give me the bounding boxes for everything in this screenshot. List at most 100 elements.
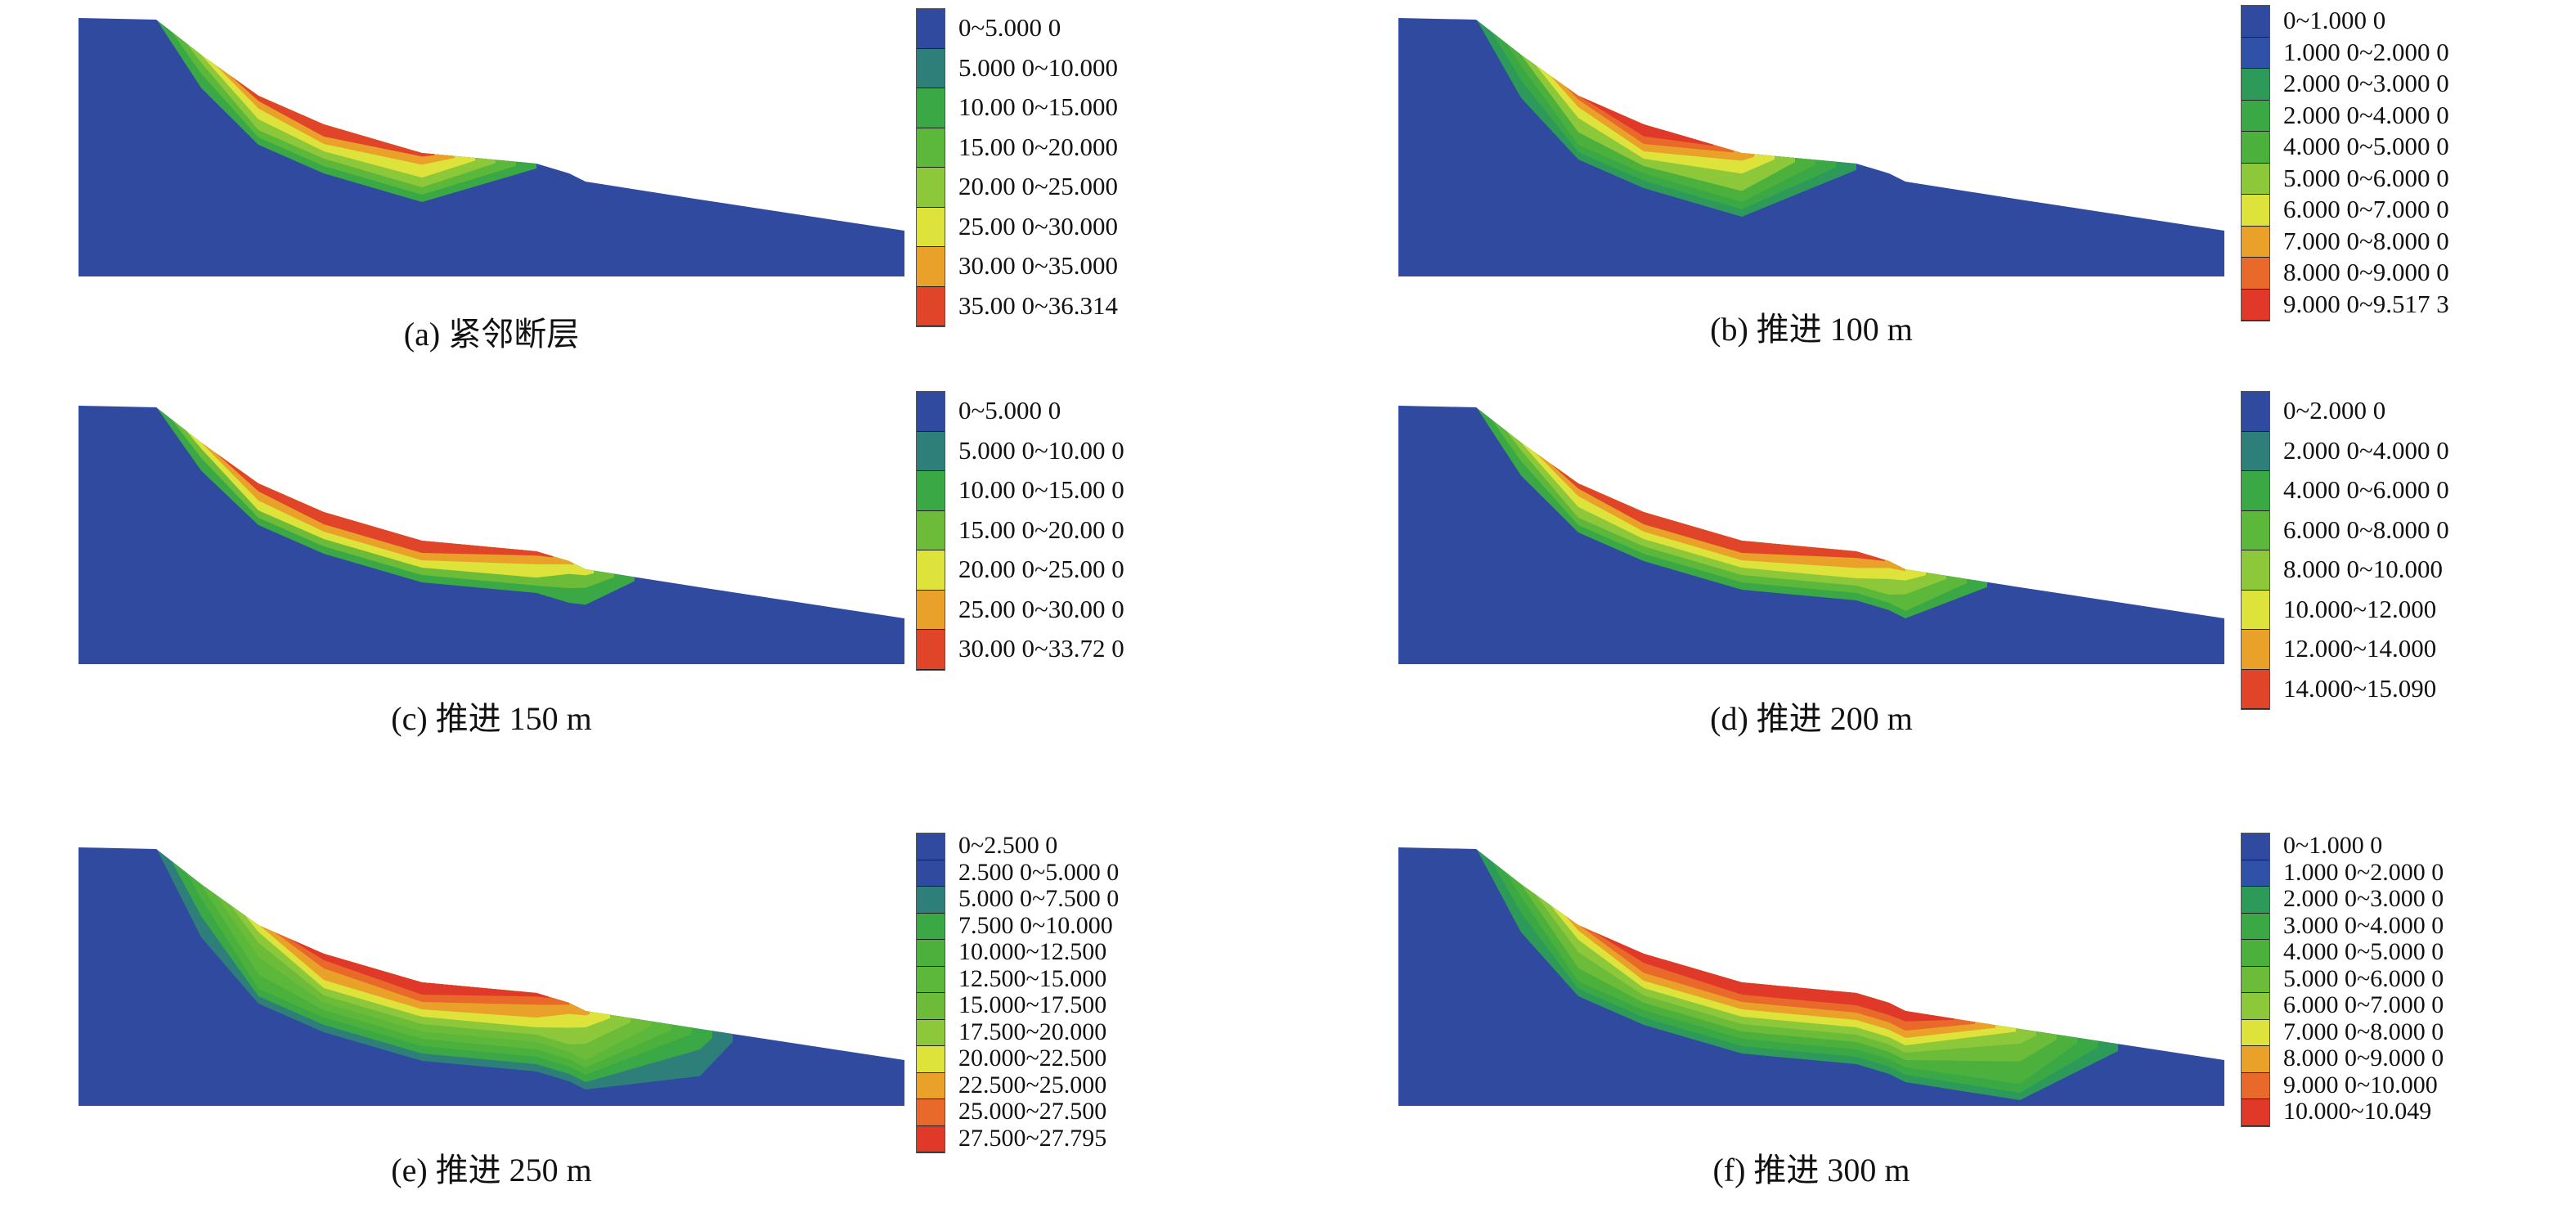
contour-band <box>1580 96 1713 146</box>
color-swatch <box>2242 392 2269 432</box>
legend-label: 17.500~20.000 <box>958 1018 1107 1045</box>
color-swatch <box>2242 289 2269 321</box>
color-swatch <box>2242 887 2269 914</box>
slope-body <box>1398 18 2224 276</box>
legend-label: 25.00 0~30.000 <box>958 211 1119 240</box>
slope-contour-plot <box>79 18 904 276</box>
color-swatch <box>2242 258 2269 290</box>
legend: 0~5.000 0 5.000 0~10.00 0 10.00 0~15.00 0 1… <box>916 391 1124 671</box>
legend-label: 10.000~12.500 <box>958 938 1107 965</box>
color-swatch <box>2242 1099 2269 1126</box>
color-swatch <box>917 510 945 550</box>
color-swatch <box>2242 860 2269 887</box>
panel-caption: (a) 紧邻断层 <box>403 316 580 353</box>
color-swatch <box>2242 6 2269 38</box>
color-swatch <box>2242 163 2269 195</box>
legend-label: 8.000 0~9.000 0 <box>2283 258 2449 286</box>
legend-label: 25.000~27.500 <box>958 1098 1107 1125</box>
color-swatch <box>2242 195 2269 227</box>
color-swatch <box>2242 132 2269 164</box>
color-swatch <box>917 630 945 670</box>
color-swatch <box>2242 226 2269 258</box>
legend-label: 0~1.000 0 <box>2283 6 2386 34</box>
color-swatch <box>2242 913 2269 940</box>
color-swatch <box>917 1125 945 1152</box>
legend-label: 2.000 0~4.000 0 <box>2283 435 2449 465</box>
legend-label: 9.000 0~9.517 3 <box>2283 289 2449 318</box>
color-swatch <box>917 833 945 860</box>
panel-caption: (f) 推进 300 m <box>1712 1152 1910 1188</box>
color-swatch <box>917 940 945 967</box>
color-bar <box>2241 391 2270 710</box>
legend-label: 10.00 0~15.000 <box>958 92 1119 121</box>
color-swatch <box>917 431 945 471</box>
legend-label: 10.000~12.000 <box>2283 594 2437 623</box>
legend-label: 5.000 0~10.00 0 <box>958 435 1124 465</box>
slope-contour-plot <box>1398 847 2224 1106</box>
slope-contour-plot <box>79 847 904 1106</box>
color-swatch <box>917 48 945 88</box>
legend-label: 12.500~15.000 <box>958 964 1107 992</box>
slope-contour-plot <box>79 406 904 664</box>
slope-body <box>1398 406 2224 664</box>
legend-label: 35.00 0~36.314 <box>958 290 1119 320</box>
legend-label: 20.000~22.500 <box>958 1045 1107 1071</box>
color-swatch <box>917 590 945 630</box>
color-swatch <box>2242 833 2269 860</box>
color-swatch <box>917 860 945 887</box>
color-swatch <box>2242 471 2269 511</box>
slope-body <box>79 406 904 664</box>
legend-label: 9.000 0~10.000 <box>2283 1071 2438 1098</box>
color-swatch <box>917 1072 945 1099</box>
color-swatch <box>2242 590 2269 630</box>
color-swatch <box>917 1019 945 1046</box>
color-swatch <box>2242 1072 2269 1099</box>
legend-label: 5.000 0~10.000 <box>958 52 1119 82</box>
legend-label: 30.00 0~35.000 <box>958 251 1119 280</box>
legend-label: 7.000 0~8.000 0 <box>2283 226 2449 255</box>
color-swatch <box>2242 431 2269 471</box>
color-bar <box>916 833 945 1153</box>
legend-label: 7.500 0~10.000 <box>958 911 1113 939</box>
color-swatch <box>917 1046 945 1073</box>
contour-band <box>289 938 549 998</box>
color-swatch <box>917 128 945 168</box>
legend-label: 6.000 0~8.000 0 <box>2283 514 2449 544</box>
color-swatch <box>917 550 945 591</box>
legend-label: 1.000 0~2.000 0 <box>2283 858 2444 886</box>
color-swatch <box>2242 630 2269 670</box>
color-bar <box>2241 833 2270 1127</box>
legend-label: 5.000 0~7.500 0 <box>958 885 1120 912</box>
color-swatch <box>917 966 945 993</box>
legend-label: 2.000 0~3.000 0 <box>2283 69 2449 97</box>
color-swatch <box>917 913 945 940</box>
contour-band <box>1536 452 1905 572</box>
legend-label: 6.000 0~7.000 0 <box>2283 195 2449 223</box>
legend-label: 15.00 0~20.00 0 <box>958 514 1124 544</box>
legend-label: 5.000 0~6.000 0 <box>2283 163 2449 192</box>
legend-label: 15.00 0~20.000 <box>958 132 1119 161</box>
legend-label: 4.000 0~5.000 0 <box>2283 938 2444 965</box>
contour-band <box>216 452 553 558</box>
legend-label: 15.000~17.500 <box>958 991 1107 1018</box>
legend-label: 10.00 0~15.00 0 <box>958 475 1124 504</box>
legend-label: 7.000 0~8.000 0 <box>2283 1018 2444 1045</box>
color-swatch <box>917 471 945 511</box>
color-swatch <box>2242 69 2269 101</box>
color-bar <box>916 8 945 327</box>
color-swatch <box>2242 669 2269 709</box>
color-swatch <box>2242 100 2269 132</box>
legend-label: 6.000 0~7.000 0 <box>2283 991 2444 1018</box>
color-swatch <box>2242 993 2269 1020</box>
legend-label: 0~2.500 0 <box>958 832 1058 859</box>
legend-label: 30.00 0~33.72 0 <box>958 634 1124 663</box>
panel-b <box>1320 0 2576 393</box>
panel-d <box>1320 388 2576 780</box>
legend-label: 10.000~10.049 <box>2283 1098 2432 1125</box>
legend-label: 8.000 0~10.000 <box>2283 555 2444 583</box>
slope-body <box>79 18 904 276</box>
legend-label: 2.000 0~4.000 0 <box>2283 100 2449 129</box>
color-swatch <box>2242 940 2269 967</box>
legend-label: 8.000 0~9.000 0 <box>2283 1045 2444 1071</box>
